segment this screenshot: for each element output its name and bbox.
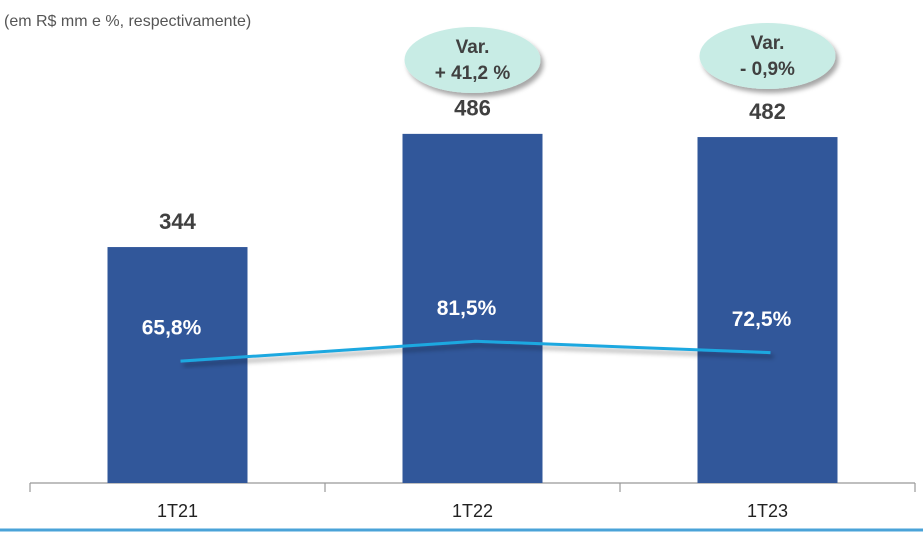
bar-value-label: 486 bbox=[454, 96, 491, 121]
bar bbox=[697, 137, 838, 483]
bar bbox=[402, 133, 543, 483]
line-value-label: 72,5% bbox=[732, 308, 792, 331]
annotation-bubble bbox=[699, 23, 836, 89]
x-tick-label: 1T23 bbox=[747, 501, 788, 521]
line bbox=[180, 339, 771, 363]
subtitle: (em R$ mm e %, respectivamente) bbox=[4, 13, 251, 30]
annotation-text: - 0,9% bbox=[740, 59, 795, 80]
annotation-bubble bbox=[404, 27, 541, 93]
x-tick-label: 1T21 bbox=[157, 501, 198, 521]
annotation-text: Var. bbox=[456, 37, 490, 58]
x-tick-label: 1T22 bbox=[452, 501, 493, 521]
line-value-label: 81,5% bbox=[437, 297, 497, 320]
annotation-text: Var. bbox=[751, 33, 785, 54]
line-value-label: 65,8% bbox=[142, 317, 202, 340]
bar-value-label: 344 bbox=[159, 209, 196, 234]
bar-value-label: 482 bbox=[749, 99, 786, 124]
annotation-text: + 41,2 % bbox=[435, 63, 511, 84]
bar bbox=[107, 247, 248, 483]
